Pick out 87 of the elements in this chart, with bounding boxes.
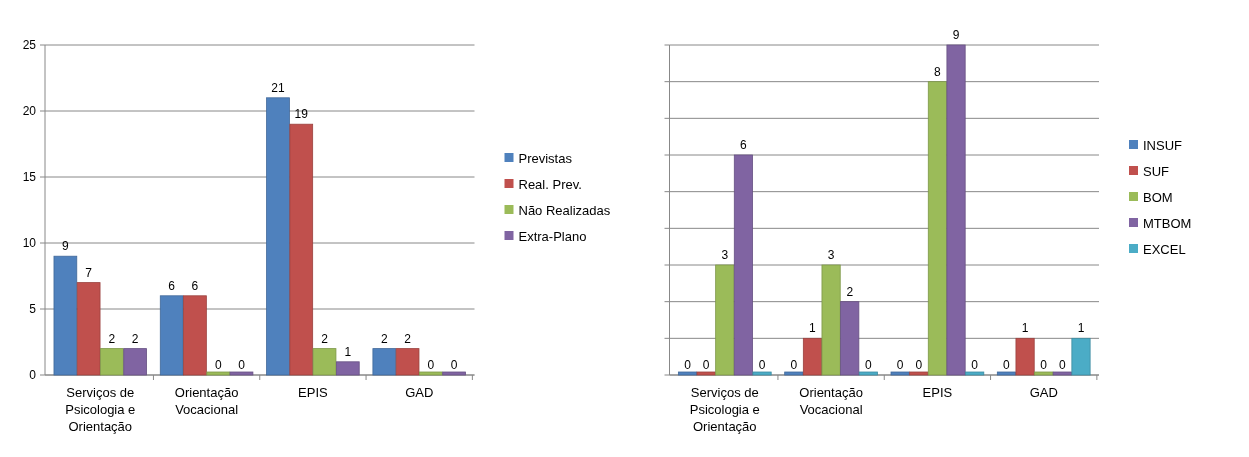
data-label: 6 bbox=[168, 278, 176, 293]
bar bbox=[372, 348, 397, 376]
y-tick-label: 5 bbox=[29, 302, 37, 317]
bar bbox=[752, 371, 772, 376]
data-label: 1 bbox=[1077, 321, 1085, 336]
bar bbox=[159, 295, 184, 376]
data-label: 6 bbox=[191, 278, 199, 293]
x-tick-label: EPIS bbox=[298, 385, 329, 400]
data-label: 0 bbox=[684, 358, 692, 372]
legend-label: Extra-Plano bbox=[518, 228, 587, 244]
data-label: 2 bbox=[846, 284, 854, 299]
data-label: 0 bbox=[1003, 358, 1011, 372]
data-label: 0 bbox=[971, 358, 979, 372]
data-label: 21 bbox=[271, 80, 285, 95]
data-label: 0 bbox=[238, 358, 246, 372]
data-label: 3 bbox=[827, 248, 835, 262]
bar bbox=[890, 371, 910, 376]
data-label: 2 bbox=[108, 331, 116, 346]
bar bbox=[784, 371, 804, 376]
bar bbox=[733, 154, 753, 376]
bar bbox=[715, 264, 735, 376]
bar bbox=[677, 371, 698, 376]
data-label: 0 bbox=[758, 358, 766, 372]
data-label: 2 bbox=[321, 331, 329, 346]
data-label: 0 bbox=[896, 358, 904, 372]
x-tick-label: Serviços de Psicologia e Orientação bbox=[689, 385, 760, 434]
data-label: 2 bbox=[404, 331, 412, 346]
legend-label: SUF bbox=[1143, 163, 1170, 179]
data-label: 1 bbox=[344, 344, 352, 359]
bar bbox=[266, 97, 290, 376]
legend-label: MTBOM bbox=[1143, 215, 1192, 231]
data-label: 1 bbox=[809, 321, 817, 336]
bar bbox=[123, 348, 147, 376]
data-label: 0 bbox=[1059, 358, 1067, 372]
legend-label: INSUF bbox=[1143, 137, 1183, 153]
bar bbox=[312, 348, 337, 376]
legend-label: Real. Prev. bbox=[518, 176, 582, 192]
data-label: 2 bbox=[380, 331, 388, 346]
bar bbox=[395, 348, 420, 376]
data-label: 9 bbox=[62, 239, 70, 254]
data-label: 19 bbox=[294, 107, 309, 122]
data-label: 0 bbox=[1040, 358, 1048, 372]
x-tick-label: Orientação Vocacional bbox=[174, 385, 239, 417]
bar bbox=[336, 361, 360, 376]
x-tick-label: EPIS bbox=[922, 385, 953, 400]
bar bbox=[858, 371, 878, 376]
legend-label: EXCEL bbox=[1143, 241, 1186, 257]
x-tick-label: Serviços de Psicologia e Orientação bbox=[65, 385, 136, 434]
bar bbox=[53, 255, 78, 376]
bar bbox=[100, 348, 124, 376]
x-tick-label: GAD bbox=[405, 385, 434, 400]
bar bbox=[696, 371, 716, 376]
bar bbox=[965, 371, 985, 376]
data-label: 0 bbox=[427, 358, 435, 372]
data-label: 0 bbox=[915, 358, 923, 372]
y-tick-label: 20 bbox=[22, 104, 37, 119]
bar bbox=[1034, 371, 1054, 376]
legend-label: Previstas bbox=[518, 150, 573, 166]
legend-label: BOM bbox=[1143, 189, 1173, 205]
data-label: 2 bbox=[131, 331, 139, 346]
legend-label: Não Realizadas bbox=[518, 202, 611, 218]
data-label: 7 bbox=[85, 265, 93, 280]
data-label: 8 bbox=[934, 64, 942, 79]
bar bbox=[1052, 371, 1072, 376]
y-tick-label: 15 bbox=[22, 170, 37, 185]
data-label: 0 bbox=[790, 358, 798, 372]
bar bbox=[76, 282, 101, 376]
bar bbox=[946, 44, 966, 376]
bar bbox=[289, 123, 314, 376]
x-tick-label: Orientação Vocacional bbox=[799, 385, 863, 417]
bar bbox=[927, 81, 947, 376]
bar bbox=[996, 371, 1016, 376]
y-tick-label: 25 bbox=[22, 38, 37, 53]
data-label: 3 bbox=[721, 248, 729, 262]
x-tick-label: GAD bbox=[1029, 385, 1058, 400]
data-label: 0 bbox=[450, 358, 458, 372]
data-label: 0 bbox=[702, 358, 710, 372]
bar bbox=[183, 295, 207, 376]
data-label: 0 bbox=[865, 358, 873, 372]
bar bbox=[909, 371, 929, 376]
data-label: 0 bbox=[214, 358, 222, 372]
y-tick-label: 10 bbox=[22, 236, 37, 251]
bar bbox=[821, 264, 841, 376]
data-label: 9 bbox=[952, 28, 960, 42]
y-tick-label: 0 bbox=[29, 368, 37, 383]
data-label: 6 bbox=[740, 138, 748, 152]
data-label: 1 bbox=[1021, 321, 1029, 336]
